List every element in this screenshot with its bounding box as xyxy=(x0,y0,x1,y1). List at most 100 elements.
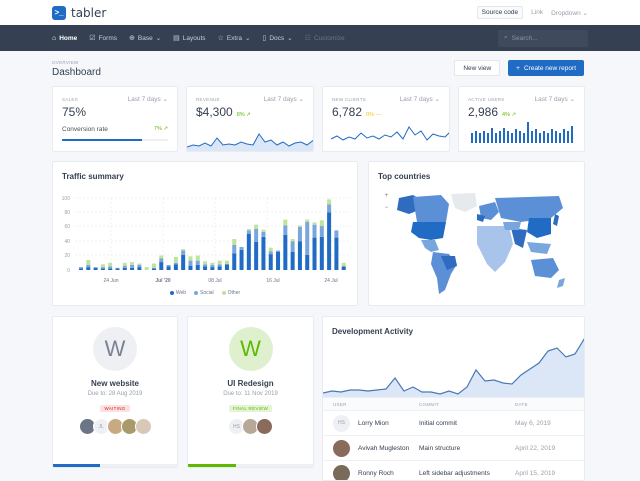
bar-other xyxy=(159,256,163,259)
nav-home[interactable]: ⌂Home xyxy=(52,35,77,42)
home-icon: ⌂ xyxy=(52,35,56,42)
bar-social xyxy=(137,265,141,267)
bar-other xyxy=(269,248,273,252)
stat-label: Active users xyxy=(468,97,505,102)
bar-social xyxy=(320,226,324,237)
nav-docs[interactable]: ▯Docs⌄ xyxy=(262,34,292,42)
bar-web xyxy=(291,252,295,270)
legend-web[interactable]: Web xyxy=(170,290,186,296)
dropdown-menu[interactable]: Dropdown ⌄ xyxy=(551,9,588,17)
bar-other xyxy=(298,225,302,226)
period-dropdown[interactable]: Last 7 days ⌄ xyxy=(263,95,304,103)
delta-badge: 8% ↗ xyxy=(237,112,251,118)
user-name: Lorry Mion xyxy=(358,420,389,427)
bar-other xyxy=(283,220,287,226)
table-row[interactable]: Ronny Roch Left sidebar adjustments Apri… xyxy=(323,461,584,481)
bar-other xyxy=(188,256,192,260)
nav-layouts[interactable]: ▤Layouts xyxy=(173,34,205,42)
period-dropdown[interactable]: Last 7 days ⌄ xyxy=(399,95,440,103)
main-nav: ⌂Home ☑Forms ⊕Base⌄ ▤Layouts ☆Extra⌄ ▯Do… xyxy=(0,25,640,51)
bar-other xyxy=(291,239,295,241)
project-due-date: Due to: 11 Nov 2019 xyxy=(188,391,313,397)
project-card-new-website[interactable]: W New website Due to: 28 Aug 2019 Waitin… xyxy=(52,316,178,468)
legend-other[interactable]: Other xyxy=(222,290,241,296)
stat-label: Sales xyxy=(62,97,78,102)
bar-other xyxy=(130,262,134,265)
bar-social xyxy=(298,227,302,241)
search-input[interactable]: ⌕ Search... xyxy=(498,30,588,47)
bar-web xyxy=(130,268,134,270)
column-header: Commit xyxy=(419,402,515,407)
project-progress xyxy=(188,464,313,467)
period-dropdown[interactable]: Last 7 days ⌄ xyxy=(127,95,168,103)
search-icon: ⌕ xyxy=(504,34,508,42)
new-view-button[interactable]: New view xyxy=(454,60,500,76)
bar-social xyxy=(196,261,200,265)
svg-text:100: 100 xyxy=(62,196,71,202)
period-label: Last 7 days xyxy=(127,96,160,103)
chart-legend: Web Social Other xyxy=(53,290,357,296)
bar-social xyxy=(159,258,163,262)
period-dropdown[interactable]: Last 7 days ⌄ xyxy=(534,95,575,103)
bar-social xyxy=(101,267,105,268)
bar-web xyxy=(342,266,346,270)
source-code-button[interactable]: Source code xyxy=(477,6,524,19)
brand-name: tabler xyxy=(71,6,106,20)
map-zoom-out-button[interactable]: − xyxy=(383,205,390,212)
legend-social[interactable]: Social xyxy=(194,290,214,296)
nav-forms[interactable]: ☑Forms xyxy=(89,34,117,42)
nav-base[interactable]: ⊕Base⌄ xyxy=(129,34,161,42)
stat-value: 6,782 xyxy=(332,105,362,119)
nav-extra[interactable]: ☆Extra⌄ xyxy=(218,34,251,42)
plus-icon: + xyxy=(516,65,520,72)
avatar[interactable] xyxy=(135,418,152,435)
table-row[interactable]: Avivah Mugleston Main structure April 22… xyxy=(323,436,584,461)
bar-social xyxy=(269,251,273,254)
delta-value: 8% xyxy=(237,112,245,118)
bar-social xyxy=(210,265,214,267)
avatar: HS xyxy=(333,415,350,432)
nav-label: Extra xyxy=(227,35,242,42)
stat-value: 75% xyxy=(62,105,86,119)
bar-web xyxy=(305,255,309,270)
project-avatar: W xyxy=(93,327,137,371)
star-icon: ☆ xyxy=(218,34,224,42)
delta-value: 4% xyxy=(502,112,510,118)
link[interactable]: Link xyxy=(531,9,543,16)
page-pretitle: Overview xyxy=(52,60,101,65)
map-zoom-in-button[interactable]: + xyxy=(383,193,390,200)
bar-other xyxy=(108,263,112,267)
bar-web xyxy=(269,254,273,270)
bar-web xyxy=(159,262,163,270)
project-card-ui-redesign[interactable]: W UI Redesign Due to: 11 Nov 2019 Final … xyxy=(187,316,314,468)
bar-web xyxy=(210,267,214,270)
bar-social xyxy=(108,266,112,268)
create-report-label: Create new report xyxy=(524,65,576,72)
bar-web xyxy=(334,238,338,270)
stat-label: New clients xyxy=(332,97,366,102)
create-report-button[interactable]: + Create new report xyxy=(508,60,584,76)
bar-web xyxy=(320,237,324,270)
nav-customize[interactable]: ☷Customize xyxy=(305,34,345,42)
svg-text:24 Jul: 24 Jul xyxy=(324,278,337,284)
avatar[interactable] xyxy=(256,418,273,435)
bar-web xyxy=(94,268,98,270)
bar-social xyxy=(188,261,192,266)
brand[interactable]: >_ tabler xyxy=(52,6,106,20)
commit-message: Left sidebar adjustments xyxy=(419,470,515,477)
trend-up-icon: ↗ xyxy=(163,126,168,132)
bar-web xyxy=(86,267,90,270)
svg-text:Jul '20: Jul '20 xyxy=(155,278,171,284)
globe-icon: ⊕ xyxy=(129,34,135,42)
dropdown-label: Dropdown xyxy=(551,10,581,17)
legend-label: Web xyxy=(176,290,186,296)
bar-web xyxy=(188,266,192,270)
bar-web xyxy=(261,237,265,270)
active-users-bars xyxy=(471,121,576,143)
stat-value: 2,986 xyxy=(468,105,498,119)
bar-web xyxy=(240,250,244,270)
bar-other xyxy=(181,249,185,250)
top-header: >_ tabler Source code Link Dropdown ⌄ xyxy=(0,0,640,25)
